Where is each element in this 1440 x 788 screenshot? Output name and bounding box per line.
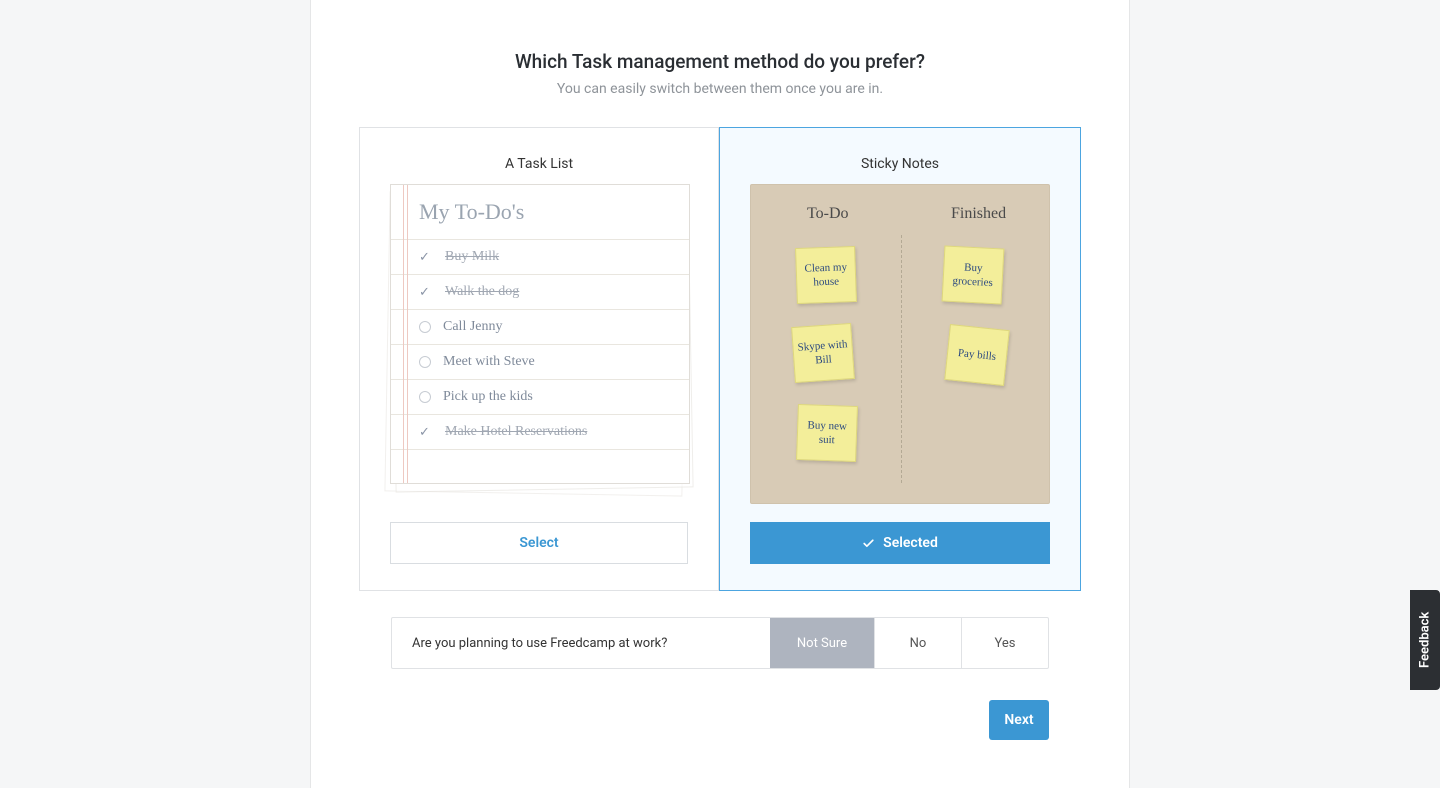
method-cards-row: A Task List My To-Do's ✓ Buy Milk ✓ Walk th…	[359, 127, 1081, 591]
work-usage-question: Are you planning to use Freedcamp at wor…	[391, 617, 1049, 669]
unchecked-circle-icon	[419, 391, 431, 403]
task-list-title: A Task List	[390, 156, 688, 172]
task-list-preview: My To-Do's ✓ Buy Milk ✓ Walk the dog Call Je…	[390, 184, 688, 504]
sticky-notes-title: Sticky Notes	[750, 156, 1050, 172]
option-not-sure[interactable]: Not Sure	[770, 618, 874, 668]
tasklist-item-text: Make Hotel Reservations	[445, 424, 587, 440]
sticky-col-finished: Finished	[951, 205, 1006, 223]
tasklist-item-text: Meet with Steve	[443, 354, 535, 370]
feedback-tab[interactable]: Feedback	[1410, 590, 1440, 690]
option-yes[interactable]: Yes	[961, 618, 1048, 668]
tasklist-item: Pick up the kids	[391, 380, 689, 415]
check-icon: ✓	[419, 284, 435, 300]
tasklist-item: Call Jenny	[391, 310, 689, 345]
sticky-notes-card[interactable]: Sticky Notes To-Do Finished Clean my hou…	[719, 127, 1081, 591]
tasklist-item: ✓ Make Hotel Reservations	[391, 415, 689, 450]
tasklist-item: ✓ Buy Milk	[391, 240, 689, 275]
tasklist-item-text: Buy Milk	[445, 249, 499, 265]
question-text: Are you planning to use Freedcamp at wor…	[392, 618, 770, 668]
sticky-note: Skype with Bill	[791, 323, 855, 383]
tasklist-item-text: Call Jenny	[443, 319, 503, 335]
sticky-note: Pay bills	[944, 324, 1010, 386]
page-title: Which Task management method do you pref…	[311, 50, 1129, 73]
option-no[interactable]: No	[874, 618, 961, 668]
sticky-notes-preview: To-Do Finished Clean my house Skype with …	[750, 184, 1050, 504]
sticky-col-todo: To-Do	[807, 205, 849, 223]
select-label: Select	[519, 535, 558, 551]
check-icon: ✓	[419, 249, 435, 265]
sticky-note: Buy new suit	[796, 404, 858, 462]
check-icon: ✓	[419, 424, 435, 440]
next-button[interactable]: Next	[989, 700, 1049, 740]
select-sticky-button[interactable]: Selected	[750, 522, 1050, 564]
page-subtitle: You can easily switch between them once …	[311, 81, 1129, 97]
select-tasklist-button[interactable]: Select	[390, 522, 688, 564]
tasklist-item-text: Pick up the kids	[443, 389, 533, 405]
task-list-card[interactable]: A Task List My To-Do's ✓ Buy Milk ✓ Walk th…	[359, 127, 719, 591]
tasklist-preview-header: My To-Do's	[391, 185, 689, 240]
check-icon	[862, 537, 875, 550]
unchecked-circle-icon	[419, 321, 431, 333]
selected-label: Selected	[883, 535, 938, 551]
unchecked-circle-icon	[419, 356, 431, 368]
onboarding-step-container: Which Task management method do you pref…	[310, 0, 1130, 788]
tasklist-item-text: Walk the dog	[445, 284, 519, 300]
tasklist-item: Meet with Steve	[391, 345, 689, 380]
tasklist-item: ✓ Walk the dog	[391, 275, 689, 310]
sticky-note: Clean my house	[795, 246, 857, 304]
sticky-note: Buy groceries	[942, 245, 1005, 304]
